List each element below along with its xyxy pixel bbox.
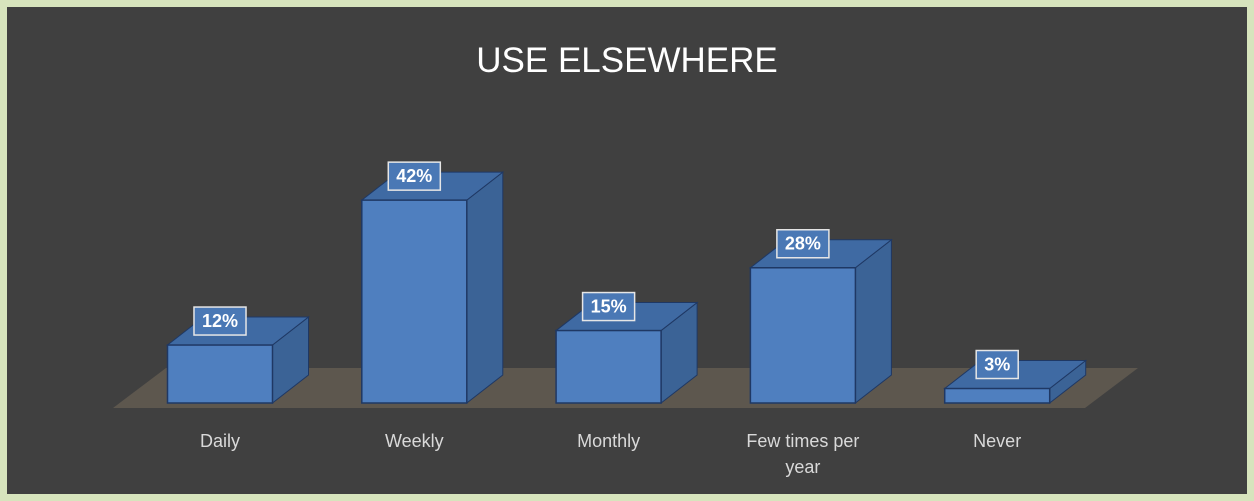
value-label-box (581, 291, 636, 322)
value-label: 42% (396, 166, 432, 186)
bar-side (466, 171, 504, 405)
bar-side (854, 238, 892, 405)
x-tick-label: Few times per year (746, 431, 860, 477)
value-label: 28% (785, 234, 821, 254)
bar (749, 267, 857, 404)
x-tick-label: Daily (199, 431, 240, 451)
bar (555, 329, 662, 404)
x-tick-label: Never (973, 431, 1022, 451)
plot-background (7, 7, 1247, 494)
value-label-box (776, 229, 830, 259)
bar (361, 199, 468, 404)
bar (166, 344, 274, 404)
value-label: 12% (202, 311, 238, 331)
value-label: 3% (984, 354, 1010, 374)
chart-title: USE ELSEWHERE (476, 41, 777, 80)
value-label-box (193, 306, 247, 336)
value-label: 15% (591, 296, 627, 316)
value-label-box (387, 161, 442, 191)
x-tick-label: Monthly (577, 431, 641, 451)
value-label-box (975, 349, 1019, 380)
x-tick-label: Weekly (384, 431, 444, 451)
bar (943, 387, 1051, 404)
